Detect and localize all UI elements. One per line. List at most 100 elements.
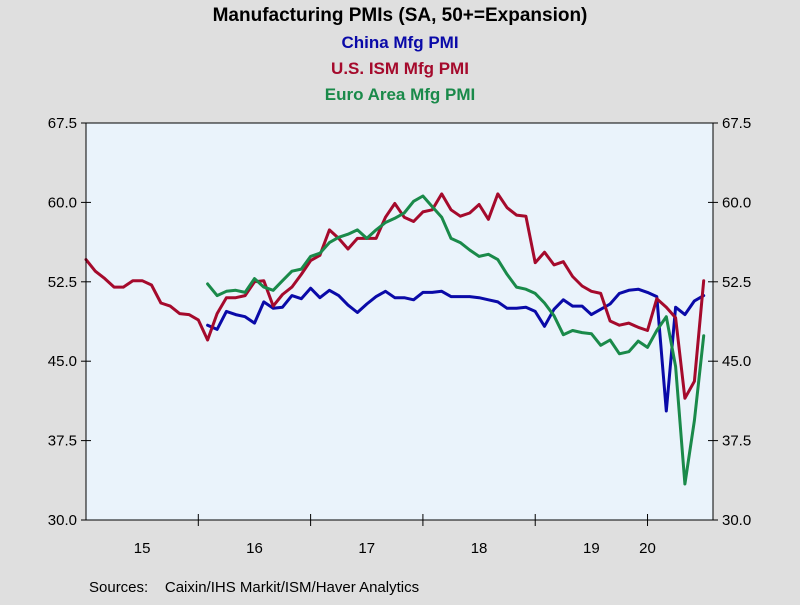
data-point [505, 307, 509, 310]
data-point [393, 202, 396, 205]
x-tick-label: 15 [134, 540, 151, 557]
data-point [608, 319, 612, 323]
source-note: Sources: Caixin/IHS Markit/ISM/Haver Ana… [89, 579, 419, 596]
data-point [496, 300, 499, 304]
data-point [374, 295, 378, 298]
data-point [477, 203, 481, 206]
data-point [608, 302, 612, 306]
legend-entry: U.S. ISM Mfg PMI [331, 59, 469, 78]
data-point [374, 228, 378, 232]
data-point [655, 297, 658, 300]
y-tick-label-left: 67.5 [48, 115, 77, 132]
data-point [571, 329, 574, 332]
data-point [281, 293, 284, 296]
plot-border [85, 122, 714, 521]
data-point [515, 213, 518, 217]
data-point [253, 321, 256, 325]
data-point [412, 220, 415, 223]
data-point [683, 482, 687, 486]
data-point [477, 296, 481, 299]
x-tick-label: 17 [358, 540, 375, 557]
y-tick-label-right: 45.0 [722, 353, 751, 370]
data-point [693, 380, 696, 383]
data-point [674, 365, 677, 368]
data-point [459, 215, 462, 218]
data-point [346, 303, 350, 307]
data-point [524, 306, 528, 309]
data-point [412, 298, 415, 301]
data-point [281, 279, 284, 282]
data-point [169, 304, 172, 308]
y-tick-label-left: 30.0 [48, 512, 77, 529]
data-point [562, 260, 565, 263]
data-point [309, 255, 312, 258]
data-point [309, 259, 312, 262]
data-point [272, 289, 275, 292]
data-point [393, 296, 396, 299]
data-point [515, 307, 518, 310]
data-point [112, 285, 116, 289]
data-point [234, 313, 237, 316]
data-point [412, 200, 415, 203]
data-point [562, 298, 565, 301]
data-point [552, 263, 556, 267]
data-point [300, 297, 303, 300]
data-point [683, 313, 687, 316]
data-point [103, 277, 107, 280]
data-point [665, 306, 668, 309]
data-point [393, 217, 396, 220]
data-point [468, 295, 471, 298]
data-point [234, 289, 237, 292]
data-point [524, 288, 528, 291]
data-point [262, 285, 265, 289]
data-point [637, 288, 640, 291]
data-point [421, 210, 425, 214]
data-point [159, 301, 163, 305]
data-point [300, 267, 303, 271]
data-point [543, 325, 546, 328]
data-point [590, 313, 593, 316]
data-point [206, 338, 209, 342]
data-point [524, 215, 528, 218]
data-point [328, 241, 331, 244]
data-point [505, 206, 509, 209]
data-point [272, 307, 275, 310]
y-tick-label-left: 37.5 [48, 433, 77, 450]
data-point [590, 290, 593, 293]
data-point [243, 291, 247, 294]
data-point [365, 237, 368, 240]
x-tick-label: 20 [639, 540, 656, 557]
data-point [449, 237, 453, 240]
data-point [309, 287, 312, 290]
data-point [225, 296, 228, 299]
legend-entry: Euro Area Mfg PMI [325, 85, 476, 104]
data-point [674, 316, 677, 319]
data-point [459, 295, 462, 298]
data-point [487, 253, 490, 256]
data-point [131, 279, 134, 282]
data-point [468, 248, 471, 252]
data-point [403, 296, 406, 299]
data-point [627, 289, 630, 292]
data-point [337, 236, 340, 239]
data-point [421, 291, 425, 294]
data-point [534, 261, 537, 264]
data-point [449, 208, 453, 211]
data-point [590, 332, 593, 335]
data-point [281, 306, 284, 309]
data-point [655, 295, 658, 298]
data-point [440, 216, 443, 219]
data-point [300, 273, 303, 276]
data-point [618, 292, 621, 295]
data-point [440, 192, 443, 196]
data-point [599, 292, 602, 295]
data-point [599, 308, 602, 311]
data-point [627, 350, 630, 353]
data-point [496, 258, 499, 261]
data-point [234, 296, 237, 299]
x-tick-label: 16 [246, 540, 263, 557]
data-point [262, 279, 265, 282]
data-point [571, 275, 574, 278]
data-point [571, 304, 574, 308]
